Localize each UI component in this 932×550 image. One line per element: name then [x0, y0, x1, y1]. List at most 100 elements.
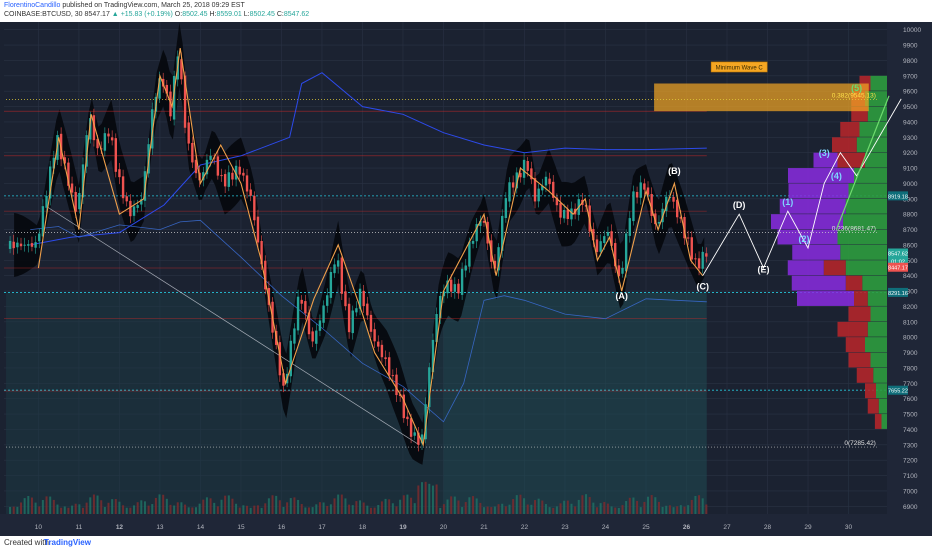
volume-bar	[140, 500, 143, 514]
price-tag-label: 8547.62	[888, 251, 908, 257]
volume-bar	[111, 499, 114, 514]
candle-body	[417, 432, 420, 445]
volume-profile-bar	[840, 244, 887, 260]
candle-body	[242, 172, 245, 176]
volume-profile-bar	[848, 352, 871, 368]
volume-bar	[355, 501, 358, 514]
price-tick-label: 7500	[903, 412, 918, 419]
tradingview-logo[interactable]: TradingView	[44, 538, 91, 547]
volume-bar	[264, 503, 267, 514]
wave-label: (4)	[831, 171, 842, 181]
candle-body	[125, 196, 128, 202]
candle-body	[446, 280, 449, 294]
volume-profile-bar	[823, 260, 846, 276]
price-chart[interactable]: Minimum Wave C 0.382(9545.13) 0.236(8681.4…	[0, 22, 932, 540]
candle-body	[369, 314, 373, 332]
price-tick-label: 7300	[903, 442, 918, 449]
wave-label: (E)	[757, 265, 769, 275]
volume-bar	[187, 507, 190, 514]
volume-bar	[698, 495, 701, 514]
volume-bar	[672, 507, 675, 514]
candle-body	[315, 330, 318, 344]
candle-body	[533, 178, 537, 202]
volume-bar	[413, 503, 416, 514]
volume-bar	[180, 502, 183, 514]
volume-bar	[154, 497, 157, 514]
candle-body	[227, 172, 231, 187]
volume-bar	[472, 496, 475, 514]
volume-profile-bar	[867, 291, 887, 306]
volume-bar	[650, 495, 653, 514]
candle-body	[326, 295, 329, 306]
volume-bar	[136, 502, 139, 514]
volume-profile-bar	[878, 398, 887, 414]
volume-profile-bar	[859, 121, 887, 137]
candle-body	[413, 432, 416, 436]
volume-bar	[151, 504, 154, 514]
candle-body	[475, 224, 478, 242]
price-tick-label: 9500	[903, 104, 918, 111]
volume-bar	[639, 507, 642, 514]
price-tick-label: 8100	[903, 319, 918, 326]
volume-bar	[78, 504, 81, 514]
volume-bar	[133, 505, 136, 514]
volume-profile-bar	[856, 137, 887, 153]
candle-body	[468, 241, 471, 267]
volume-bar	[563, 500, 566, 514]
time-tick-label: 25	[642, 524, 650, 531]
candle-body	[107, 133, 110, 137]
candle-body	[493, 260, 497, 269]
volume-bar	[450, 496, 453, 514]
candle-body	[479, 220, 482, 226]
volume-profile-bar	[845, 275, 863, 291]
volume-profile-bar	[867, 106, 887, 122]
candle-body	[420, 434, 424, 444]
time-axis-background	[0, 514, 932, 540]
price-tick-label: 8900	[903, 196, 918, 203]
volume-bar	[668, 505, 671, 514]
volume-bar	[85, 502, 88, 514]
volume-profile-bar	[854, 291, 868, 306]
volume-bar	[271, 495, 274, 514]
candle-body	[231, 172, 234, 180]
volume-bar	[676, 506, 679, 514]
volume-bar	[377, 504, 380, 514]
volume-profile-bar	[862, 275, 887, 291]
moving-line	[30, 219, 707, 423]
candle-body	[89, 118, 92, 140]
candle-body	[12, 241, 15, 249]
volume-bar	[541, 500, 544, 514]
candle-body	[511, 182, 515, 188]
volume-bar	[122, 505, 125, 514]
candle-body	[552, 181, 555, 198]
price-change: +15.83 (+0.19%)	[120, 11, 173, 18]
volume-bar	[497, 504, 500, 514]
time-tick-label: 17	[318, 524, 326, 531]
volume-bar	[523, 498, 526, 514]
volume-bar	[60, 507, 63, 514]
candle-body	[686, 237, 690, 239]
chart-area[interactable]: Minimum Wave C 0.382(9545.13) 0.236(8681.4…	[0, 22, 932, 540]
volume-bar	[249, 507, 252, 514]
price-tick-label: 7100	[903, 473, 918, 480]
time-tick-label: 12	[116, 524, 124, 531]
last-price: 8547.17	[84, 11, 110, 18]
price-tick-label: 8400	[903, 273, 918, 280]
price-tag-box	[888, 385, 908, 395]
candle-body	[555, 197, 559, 206]
price-tick-label: 8500	[903, 258, 918, 265]
candle-body	[657, 221, 661, 224]
volume-bar	[534, 500, 537, 514]
volume-bar	[431, 485, 434, 514]
wave-label: (2)	[798, 234, 809, 244]
wave-label: (5)	[851, 83, 862, 93]
impulse-line	[835, 95, 890, 230]
published-text: published on TradingView.com, March 25, …	[62, 2, 245, 9]
volume-bar	[340, 494, 343, 514]
candle-body	[683, 217, 686, 239]
volume-bar	[242, 505, 245, 514]
author-link[interactable]: FlorentinoCandillo	[4, 2, 61, 9]
candle-body	[395, 374, 398, 396]
candle-body	[672, 196, 675, 202]
wave-label: (1)	[782, 197, 793, 207]
